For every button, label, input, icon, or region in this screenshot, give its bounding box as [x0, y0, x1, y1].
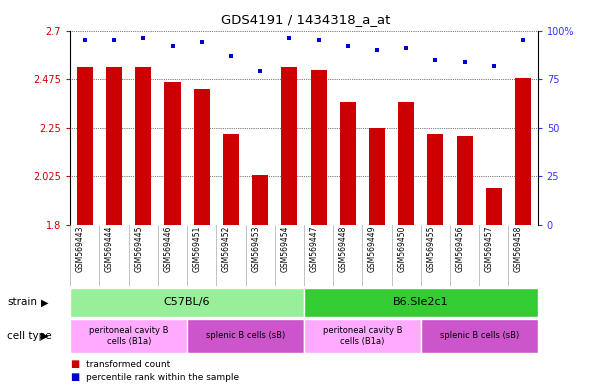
Text: GSM569448: GSM569448	[338, 226, 348, 272]
Point	[80, 37, 90, 43]
Text: GSM569458: GSM569458	[514, 226, 523, 272]
Text: GSM569456: GSM569456	[456, 226, 464, 272]
Text: cell type: cell type	[7, 331, 52, 341]
Point	[343, 43, 353, 49]
Point	[285, 35, 295, 41]
Bar	[194, 89, 210, 225]
Text: GSM569450: GSM569450	[397, 226, 406, 272]
Text: transformed count: transformed count	[86, 359, 170, 369]
Bar	[456, 136, 473, 225]
Bar	[281, 67, 298, 225]
Text: ■: ■	[70, 372, 79, 382]
Point	[139, 35, 148, 41]
Bar	[70, 319, 187, 353]
Text: percentile rank within the sample: percentile rank within the sample	[86, 372, 239, 382]
Point	[518, 37, 528, 43]
Text: GSM569446: GSM569446	[164, 226, 172, 272]
Text: GSM569454: GSM569454	[280, 226, 290, 272]
Bar	[398, 102, 414, 225]
Point	[489, 63, 499, 69]
Bar	[70, 288, 304, 317]
Bar	[223, 134, 239, 225]
Text: GSM569457: GSM569457	[485, 226, 494, 272]
Text: ▶: ▶	[41, 297, 48, 308]
Bar	[369, 128, 385, 225]
Text: GSM569443: GSM569443	[76, 226, 85, 272]
Point	[255, 68, 265, 74]
Text: B6.Sle2c1: B6.Sle2c1	[393, 297, 448, 308]
Bar	[164, 83, 180, 225]
Text: GSM569445: GSM569445	[134, 226, 144, 272]
Text: GDS4191 / 1434318_a_at: GDS4191 / 1434318_a_at	[221, 13, 390, 26]
Text: ■: ■	[70, 359, 79, 369]
Point	[459, 59, 469, 65]
Text: splenic B cells (sB): splenic B cells (sB)	[206, 331, 285, 341]
Bar	[187, 319, 304, 353]
Point	[167, 43, 177, 49]
Point	[197, 39, 207, 45]
Bar	[106, 67, 122, 225]
Point	[313, 37, 323, 43]
Bar	[515, 78, 531, 225]
Point	[401, 45, 411, 51]
Text: GSM569455: GSM569455	[426, 226, 436, 272]
Text: ▶: ▶	[41, 331, 48, 341]
Text: peritoneal cavity B
cells (B1a): peritoneal cavity B cells (B1a)	[323, 326, 402, 346]
Bar	[421, 319, 538, 353]
Text: GSM569451: GSM569451	[192, 226, 202, 272]
Point	[109, 37, 119, 43]
Text: strain: strain	[7, 297, 37, 308]
Bar	[135, 67, 152, 225]
Point	[372, 47, 382, 53]
Text: GSM569452: GSM569452	[222, 226, 231, 272]
Text: C57BL/6: C57BL/6	[164, 297, 210, 308]
Bar	[486, 188, 502, 225]
Point	[226, 53, 236, 59]
Text: GSM569444: GSM569444	[105, 226, 114, 272]
Text: GSM569449: GSM569449	[368, 226, 377, 272]
Text: GSM569447: GSM569447	[310, 226, 318, 272]
Bar	[428, 134, 444, 225]
Bar	[77, 67, 93, 225]
Text: peritoneal cavity B
cells (B1a): peritoneal cavity B cells (B1a)	[89, 326, 169, 346]
Text: splenic B cells (sB): splenic B cells (sB)	[440, 331, 519, 341]
Bar	[310, 70, 327, 225]
Bar	[252, 175, 268, 225]
Text: GSM569453: GSM569453	[251, 226, 260, 272]
Bar	[304, 288, 538, 317]
Bar	[304, 319, 421, 353]
Bar	[340, 102, 356, 225]
Point	[431, 57, 441, 63]
